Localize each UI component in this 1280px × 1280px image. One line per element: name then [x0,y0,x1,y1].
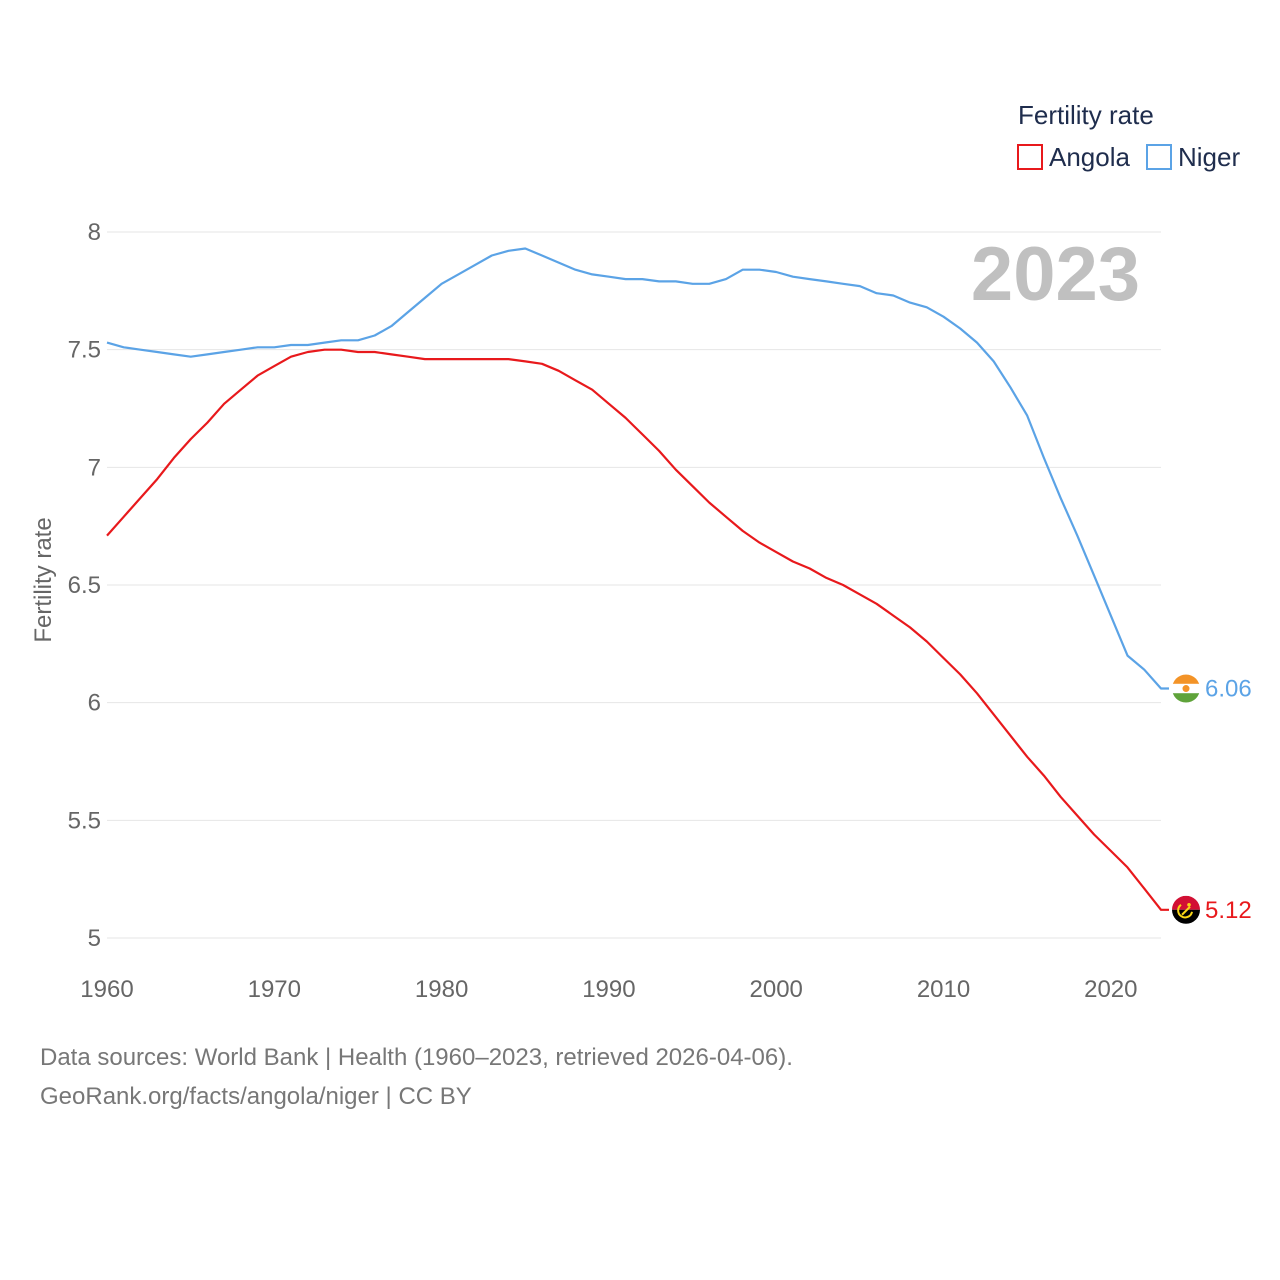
y-tick-label: 6 [88,690,101,717]
y-tick-label: 5.5 [68,807,101,834]
end-value-label-angola: 5.12 [1205,897,1252,924]
x-tick-label: 1960 [80,976,133,1003]
legend-label-niger[interactable]: Niger [1178,142,1240,172]
gridlines [107,231,1161,939]
y-tick-label: 6.5 [68,572,101,599]
series-lines [106,247,1169,911]
legend-title: Fertility rate [1018,100,1154,130]
legend-label-angola[interactable]: Angola [1049,142,1130,172]
data-source-note: Data sources: World Bank | Health (1960–… [40,1044,793,1071]
x-tick-label: 1990 [582,976,635,1003]
angola-flag-icon [1172,895,1200,924]
credit-link[interactable]: GeoRank.org/facts/angola/niger | CC BY [40,1083,472,1110]
niger-flag-icon [1172,674,1200,703]
y-tick-label: 5 [88,925,101,952]
legend-swatch-angola[interactable] [1017,144,1043,170]
x-tick-label: 2020 [1084,976,1137,1003]
x-axis-ticks: 1960 1970 1980 1990 2000 2010 2020 [80,976,1137,1003]
x-tick-label: 1970 [248,976,301,1003]
y-tick-label: 7 [88,454,101,481]
end-value-label-niger: 6.06 [1205,676,1252,703]
y-tick-label: 8 [88,219,101,246]
y-axis-label: Fertility rate [30,517,57,642]
series-line-angola[interactable] [106,348,1169,911]
series-line-niger[interactable] [106,247,1169,690]
fertility-rate-chart: Fertility rate Angola Niger 2023 5 5.5 6 6.… [30,100,1252,1003]
legend-swatch-niger[interactable] [1146,144,1172,170]
series-end-markers: 5.12 6.06 [1172,674,1252,924]
year-watermark: 2023 [971,232,1140,317]
legend: Fertility rate Angola Niger [1017,100,1240,172]
y-axis-ticks: 5 5.5 6 6.5 7 7.5 8 [68,219,101,952]
x-tick-label: 2010 [917,976,970,1003]
y-tick-label: 7.5 [68,337,101,364]
x-tick-label: 1980 [415,976,468,1003]
x-tick-label: 2000 [750,976,803,1003]
